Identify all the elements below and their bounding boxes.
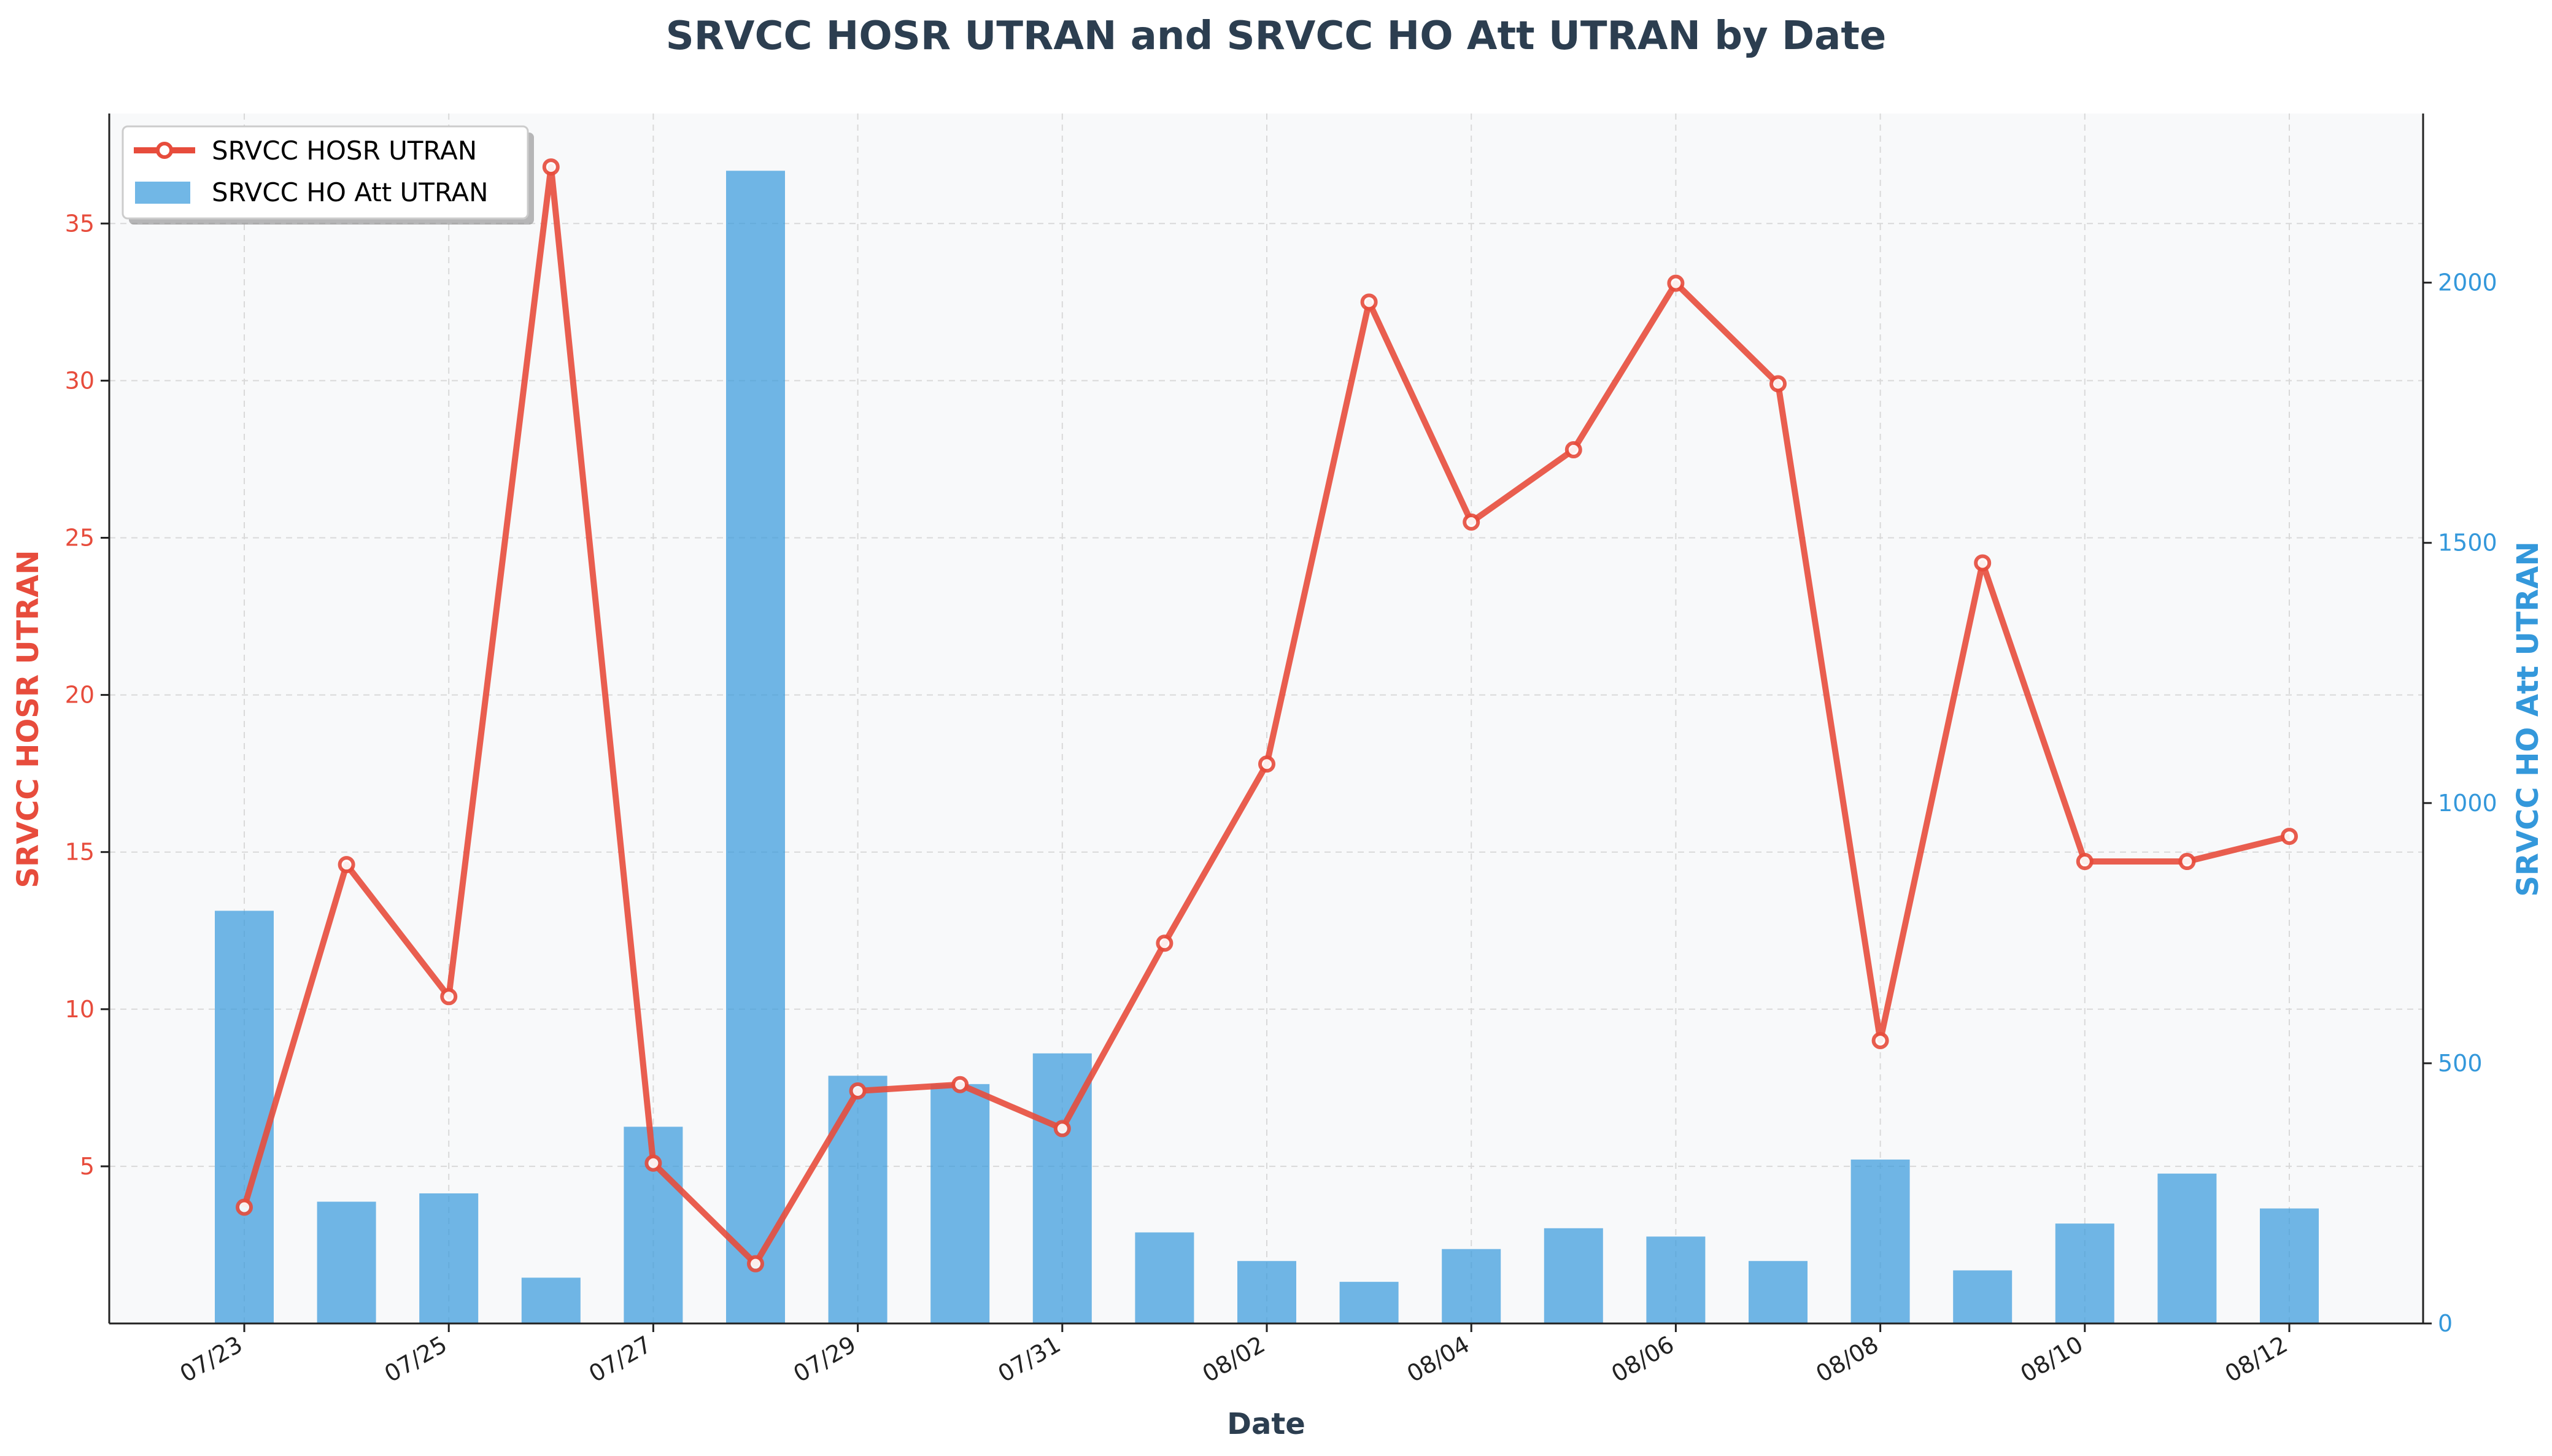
data-point: [2076, 853, 2094, 871]
bar: [2260, 1208, 2319, 1323]
bar: [828, 1076, 887, 1323]
y-left-tick-label: 25: [65, 524, 95, 551]
data-point: [338, 856, 355, 874]
bar: [215, 911, 274, 1323]
legend-marker-swatch: [156, 142, 173, 159]
data-point: [1564, 441, 1582, 459]
y-left-tick-label: 35: [65, 210, 95, 237]
y-left-tick-label: 5: [80, 1153, 95, 1180]
y-right-tick-label: 1500: [2438, 530, 2497, 557]
bar: [1850, 1159, 1910, 1323]
y-right-tick-label: 1000: [2438, 790, 2497, 817]
bar: [1953, 1270, 2013, 1323]
data-point: [1258, 755, 1275, 773]
bar: [1442, 1249, 1501, 1323]
bar: [1646, 1236, 1706, 1323]
y-right-tick-label: 500: [2438, 1050, 2483, 1077]
y-left-tick-label: 20: [65, 682, 95, 709]
bar: [726, 171, 785, 1323]
line-series: [236, 158, 2298, 1273]
data-point: [2281, 828, 2298, 845]
x-axis-title: Date: [1227, 1407, 1305, 1441]
bar: [1544, 1228, 1603, 1323]
y-right-tick-label: 2000: [2438, 269, 2497, 296]
data-point: [1974, 554, 1992, 572]
grid: [109, 114, 2423, 1323]
bar: [930, 1084, 990, 1323]
data-point: [1156, 934, 1174, 952]
bar: [1135, 1232, 1194, 1323]
y-left-tick-label: 15: [65, 839, 95, 866]
legend-box: [122, 125, 529, 220]
bar: [1237, 1261, 1296, 1323]
data-point: [951, 1076, 969, 1093]
bar-series: [215, 171, 2319, 1323]
y-axis-left-title: SRVCC HOSR UTRAN: [11, 550, 45, 888]
legend-label-line: SRVCC HOSR UTRAN: [212, 136, 477, 166]
data-point: [1053, 1120, 1071, 1138]
data-point: [236, 1198, 253, 1216]
y-axis-right-title: SRVCC HO Att UTRAN: [2511, 541, 2545, 896]
data-point: [1463, 513, 1480, 531]
y-right-tick-label: 0: [2438, 1310, 2453, 1337]
bar: [317, 1201, 376, 1323]
bar: [2157, 1173, 2217, 1323]
data-point: [849, 1082, 867, 1100]
data-point: [1769, 375, 1787, 393]
bar: [2055, 1223, 2114, 1323]
legend: SRVCC HOSR UTRAN SRVCC HO Att UTRAN: [122, 125, 534, 225]
data-point: [1871, 1032, 1889, 1050]
data-point: [2178, 853, 2196, 871]
bar: [1339, 1282, 1399, 1323]
legend-bar-swatch: [135, 182, 190, 204]
data-point: [1667, 274, 1685, 292]
chart-title: SRVCC HOSR UTRAN and SRVCC HO Att UTRAN …: [666, 13, 1887, 59]
data-point: [440, 988, 458, 1006]
bar: [1749, 1261, 1808, 1323]
data-point: [644, 1154, 662, 1172]
y-left-tick-label: 30: [65, 367, 95, 394]
data-point: [542, 158, 560, 176]
data-point: [1360, 293, 1378, 311]
bar: [419, 1193, 479, 1323]
y-left-tick-label: 10: [65, 996, 95, 1023]
bar: [521, 1277, 581, 1323]
legend-label-bar: SRVCC HO Att UTRAN: [212, 177, 489, 207]
data-point: [747, 1255, 764, 1273]
